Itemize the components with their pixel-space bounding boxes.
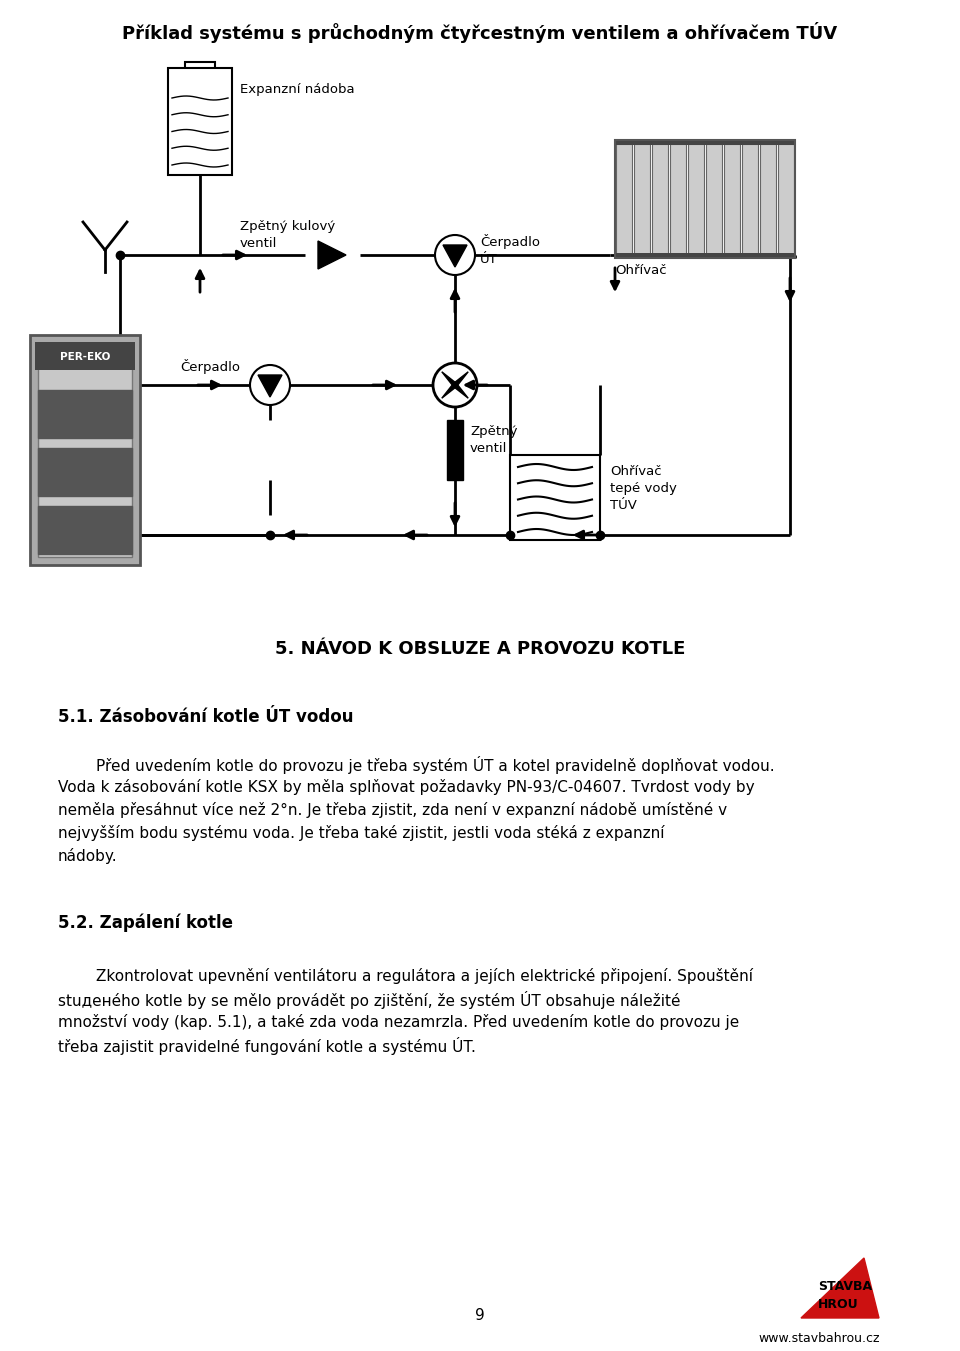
Text: Čerpadlo
ÚT: Čerpadlo ÚT bbox=[480, 234, 540, 266]
Text: Ohřívač: Ohřívač bbox=[615, 263, 666, 277]
Text: Příklad systému s průchodným čtyřcestným ventilem a ohřívačem TÚV: Příklad systému s průchodným čtyřcestným… bbox=[123, 22, 837, 43]
Text: neměla přesáhnut více než 2°n. Je třeba zjistit, zda není v expanzní nádobě umís: neměla přesáhnut více než 2°n. Je třeba … bbox=[58, 802, 727, 817]
Polygon shape bbox=[453, 384, 468, 399]
Polygon shape bbox=[442, 384, 457, 399]
Bar bbox=[168, 68, 232, 176]
Bar bbox=[615, 141, 795, 258]
Bar bbox=[616, 145, 632, 254]
Bar bbox=[634, 145, 650, 254]
Text: Ohřívač
tepé vody
TÚV: Ohřívač tepé vody TÚV bbox=[610, 465, 677, 512]
Text: stuденého kotle by se mělo provádět po zjištění, že systém ÚT obsahuje náležité: stuденého kotle by se mělo provádět po z… bbox=[58, 992, 681, 1009]
Bar bbox=[185, 62, 215, 76]
Text: Zpětný kulový
ventil: Zpětný kulový ventil bbox=[240, 220, 335, 250]
Bar bbox=[688, 145, 704, 254]
Text: Zkontrolovat upevnění ventilátoru a regulátora a jejích elektrické připojení. Sp: Zkontrolovat upevnění ventilátoru a regu… bbox=[96, 969, 753, 984]
Text: Čerpadlo: Čerpadlo bbox=[180, 359, 240, 374]
Bar bbox=[706, 145, 722, 254]
Text: množství vody (kap. 5.1), a také zda voda nezamrzla. Před uvedením kotle do prov: množství vody (kap. 5.1), a také zda vod… bbox=[58, 1015, 739, 1029]
Polygon shape bbox=[258, 376, 282, 397]
Bar bbox=[724, 145, 740, 254]
Text: www.stavbahrou.cz: www.stavbahrou.cz bbox=[758, 1332, 880, 1346]
Text: STAVBA: STAVBA bbox=[818, 1279, 872, 1293]
Bar bbox=[760, 145, 776, 254]
Text: nádoby.: nádoby. bbox=[58, 848, 118, 865]
Text: Voda k zásobování kotle KSX by měla splňovat požadavky PN-93/C-04607. Tvrdost vo: Voda k zásobování kotle KSX by měla splň… bbox=[58, 780, 755, 794]
Text: 9: 9 bbox=[475, 1308, 485, 1323]
Bar bbox=[447, 420, 463, 480]
Bar bbox=[38, 390, 132, 438]
Bar bbox=[38, 507, 132, 554]
Bar bbox=[615, 141, 795, 145]
Text: 5.1. Zásobování kotle ÚT vodou: 5.1. Zásobování kotle ÚT vodou bbox=[58, 708, 353, 725]
Text: Zpětný
ventil: Zpětný ventil bbox=[470, 426, 517, 455]
Text: PER-EKO: PER-EKO bbox=[60, 353, 110, 362]
Circle shape bbox=[250, 365, 290, 405]
Bar bbox=[35, 342, 135, 370]
Bar bbox=[30, 335, 140, 565]
Text: 5.2. Zapálení kotle: 5.2. Zapálení kotle bbox=[58, 913, 233, 931]
Bar bbox=[652, 145, 668, 254]
Polygon shape bbox=[801, 1258, 879, 1319]
Circle shape bbox=[435, 235, 475, 276]
Bar bbox=[38, 449, 132, 496]
Polygon shape bbox=[442, 372, 457, 386]
Text: třeba zajistit pravidelné fungování kotle a systému ÚT.: třeba zajistit pravidelné fungování kotl… bbox=[58, 1038, 476, 1055]
Text: HROU: HROU bbox=[818, 1297, 858, 1310]
Polygon shape bbox=[443, 245, 467, 267]
Bar bbox=[778, 145, 794, 254]
Text: Expanzní nádoba: Expanzní nádoba bbox=[240, 84, 354, 96]
Text: 5. NÁVOD K OBSLUZE A PROVOZU KOTLE: 5. NÁVOD K OBSLUZE A PROVOZU KOTLE bbox=[275, 640, 685, 658]
Text: nejvyšším bodu systému voda. Je třeba také zjistit, jestli voda stéká z expanzní: nejvyšším bodu systému voda. Je třeba ta… bbox=[58, 825, 664, 842]
Bar bbox=[38, 343, 132, 557]
Polygon shape bbox=[453, 372, 468, 386]
Text: Před uvedením kotle do provozu je třeba systém ÚT a kotel pravidelně doplňovat v: Před uvedením kotle do provozu je třeba … bbox=[96, 757, 775, 774]
Bar bbox=[615, 253, 795, 258]
Bar bbox=[670, 145, 686, 254]
Circle shape bbox=[433, 363, 477, 407]
Bar bbox=[510, 455, 600, 540]
Bar bbox=[742, 145, 758, 254]
Polygon shape bbox=[318, 240, 346, 269]
